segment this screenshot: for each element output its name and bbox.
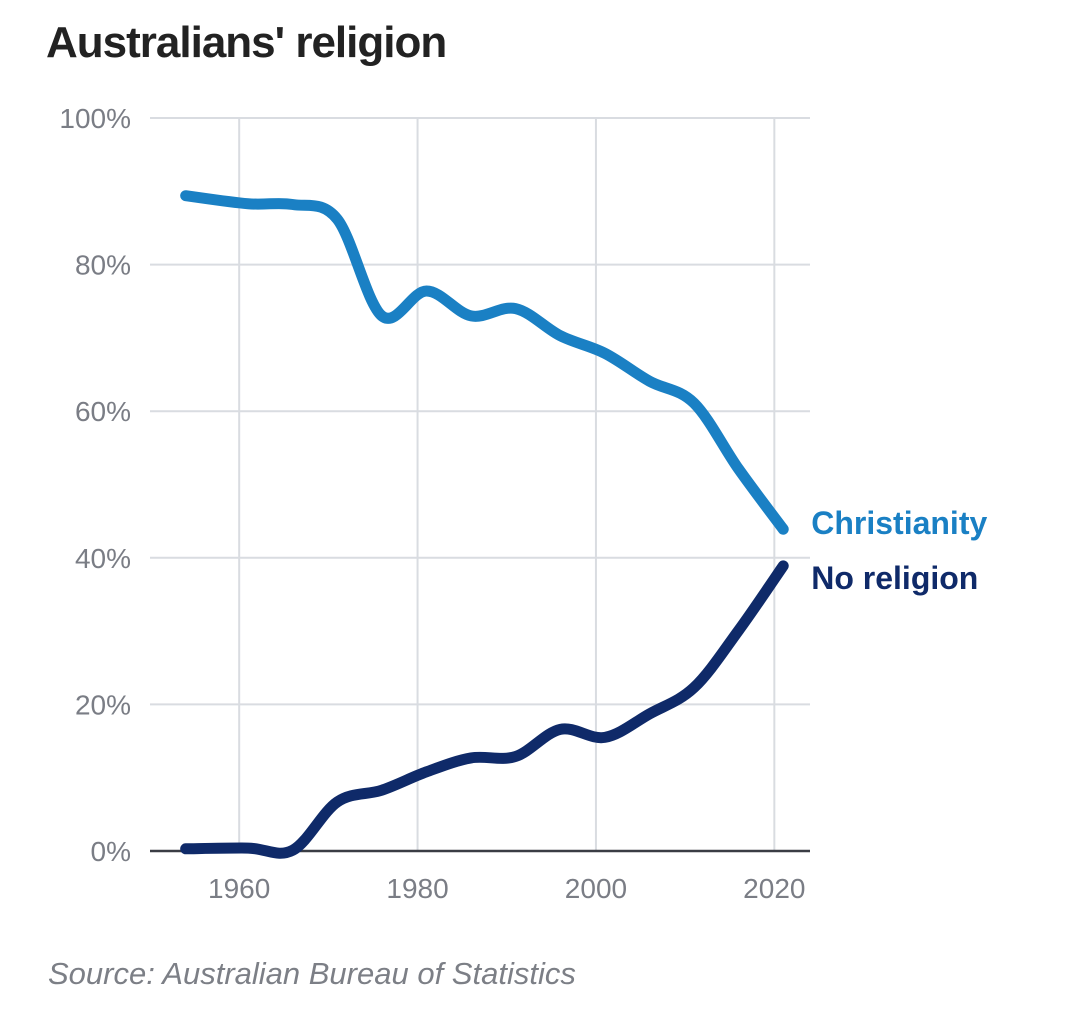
x-tick-label: 1960 — [208, 873, 270, 904]
series-line-christianity — [180, 190, 789, 535]
series-label-no-religion: No religion — [811, 560, 978, 596]
y-tick-label: 20% — [75, 689, 131, 720]
y-tick-label: 100% — [59, 103, 131, 134]
x-tick-label: 1980 — [386, 873, 448, 904]
series-label-christianity: Christianity — [811, 505, 987, 541]
gridlines — [150, 117, 810, 851]
x-tick-labels: 1960 1980 2000 2020 — [208, 873, 805, 904]
chart-title: Australians' religion — [46, 18, 447, 67]
series-lines — [180, 190, 789, 859]
y-tick-label: 60% — [75, 396, 131, 427]
x-tick-label: 2000 — [565, 873, 627, 904]
y-tick-label: 80% — [75, 250, 131, 281]
source-note: Source: Australian Bureau of Statistics — [48, 956, 576, 991]
y-tick-labels: 0% 20% 40% 60% 80% 100% — [59, 103, 131, 867]
line-chart: 0% 20% 40% 60% 80% 100% 1960 1980 2000 2020 Chri… — [59, 103, 987, 904]
y-tick-label: 0% — [91, 836, 131, 867]
series-labels: Christianity No religion — [811, 505, 987, 596]
series-line-no-religion — [180, 560, 789, 859]
y-tick-label: 40% — [75, 543, 131, 574]
x-tick-label: 2020 — [743, 873, 805, 904]
